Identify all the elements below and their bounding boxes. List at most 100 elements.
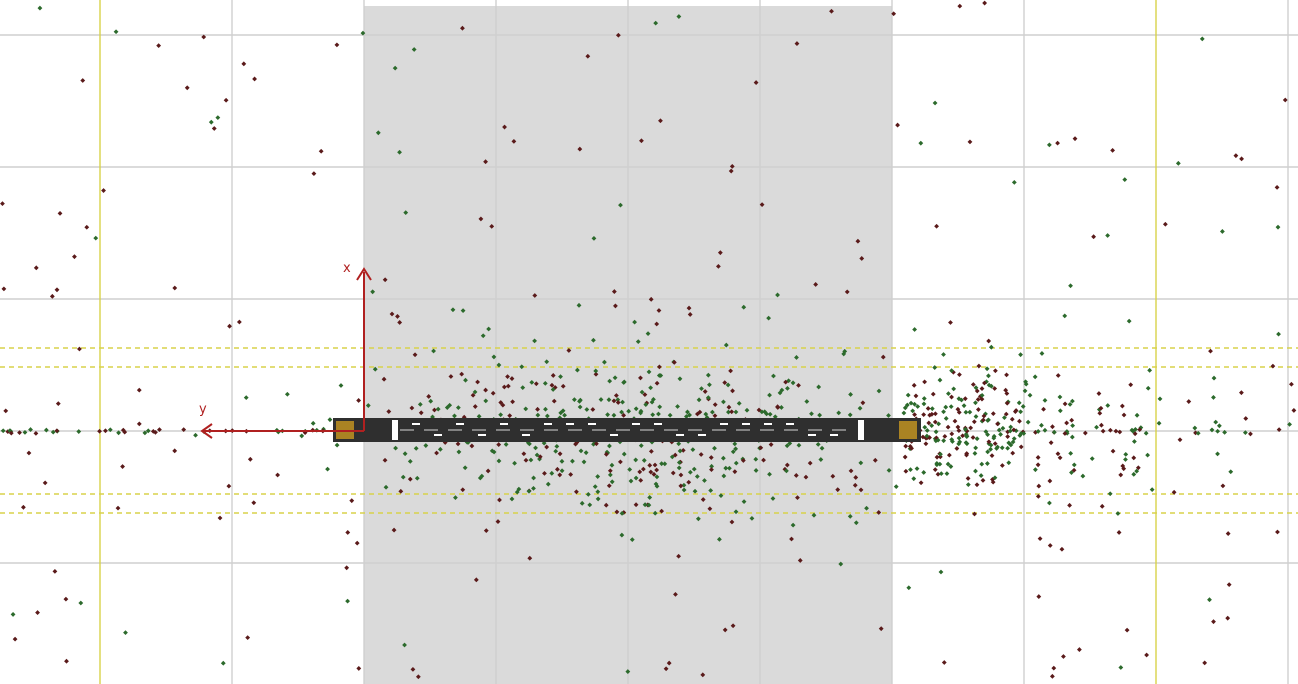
scatter-marker	[984, 379, 989, 385]
scatter-marker	[902, 405, 908, 411]
scatter-marker	[1211, 375, 1217, 381]
scatter-marker	[1134, 412, 1140, 418]
scatter-marker	[659, 508, 665, 514]
scatter-marker	[1211, 619, 1216, 625]
scatter-marker	[652, 510, 658, 516]
scatter-marker	[696, 397, 702, 403]
scatter-marker	[804, 399, 810, 404]
axes-gizmo[interactable]	[200, 267, 372, 439]
scatter-marker	[915, 404, 921, 409]
scatter-marker	[1233, 153, 1239, 159]
scatter-marker	[1016, 400, 1022, 406]
scatter-marker	[370, 289, 376, 295]
scatter-marker	[365, 403, 371, 408]
scatter-marker	[656, 411, 661, 417]
scatter-marker	[397, 149, 402, 155]
scatter-marker	[1118, 665, 1124, 670]
scatter-marker	[1018, 352, 1023, 358]
scatter-marker	[615, 400, 621, 405]
scatter-marker	[1068, 283, 1073, 289]
scatter-marker	[676, 441, 682, 447]
scatter-marker	[902, 454, 908, 460]
scatter-marker	[934, 454, 940, 460]
scatter-marker	[612, 375, 618, 381]
scatter-marker	[740, 458, 746, 463]
scatter-marker	[1004, 400, 1010, 406]
scatter-marker	[611, 398, 617, 404]
scatter-marker	[1192, 425, 1198, 431]
scatter-marker	[954, 446, 960, 451]
scatter-marker	[1023, 381, 1029, 387]
scatter-marker	[181, 427, 187, 433]
scatter-marker	[1047, 543, 1053, 548]
scatter-marker	[498, 412, 504, 418]
beam-object[interactable]	[333, 418, 921, 442]
scatter-marker	[797, 558, 803, 563]
scatter-marker	[523, 406, 529, 412]
scatter-marker	[413, 445, 419, 451]
scatter-marker	[473, 577, 479, 583]
scatter-marker	[1005, 445, 1011, 451]
scatter-marker	[1003, 411, 1009, 417]
scatter-marker	[558, 374, 563, 379]
scatter-marker	[687, 469, 693, 475]
scatter-marker	[509, 376, 515, 381]
beam-tick	[764, 423, 772, 425]
scatter-marker	[976, 363, 982, 369]
scatter-marker	[1276, 427, 1282, 433]
scatter-marker	[638, 410, 644, 416]
scatter-marker	[946, 391, 951, 397]
scatter-marker	[971, 419, 977, 425]
scatter-marker	[409, 405, 415, 411]
scatter-marker	[670, 470, 676, 476]
scatter-marker	[1228, 469, 1234, 475]
beam-tick	[786, 423, 794, 425]
scatter-marker	[637, 469, 643, 475]
scatter-marker	[136, 387, 142, 393]
scatter-marker	[33, 265, 39, 271]
scatter-marker	[1171, 489, 1177, 495]
scatter-marker	[544, 444, 550, 450]
scatter-marker	[489, 448, 495, 454]
scatter-marker	[1149, 487, 1155, 493]
scatter-marker	[450, 307, 456, 313]
scatter-marker	[727, 465, 732, 471]
scatter-marker	[638, 477, 644, 483]
scatter-marker	[557, 451, 563, 457]
scatter-marker	[1025, 419, 1031, 425]
scatter-marker	[1018, 431, 1024, 436]
scatter-marker	[732, 441, 738, 447]
scatter-marker	[545, 481, 551, 487]
scatter-marker	[553, 448, 559, 454]
scatter-marker	[43, 427, 49, 433]
scatter-marker	[753, 456, 759, 462]
scatter-marker	[103, 428, 108, 434]
scatter-marker	[946, 452, 952, 458]
scatter-marker	[437, 446, 443, 452]
scatter-marker	[587, 502, 593, 508]
scatter-marker	[772, 414, 778, 420]
scatter-marker	[462, 465, 468, 471]
scatter-marker	[912, 327, 918, 332]
scatter-marker	[676, 465, 682, 471]
scatter-marker	[1059, 546, 1065, 552]
scatter-marker	[1048, 440, 1054, 446]
scatter-marker	[829, 8, 834, 14]
scatter-marker	[956, 396, 962, 402]
scatter-marker	[1202, 660, 1208, 666]
scatter-marker	[498, 400, 504, 405]
scatter-marker	[486, 326, 492, 332]
scatter-marker	[936, 421, 942, 427]
scatter-marker	[677, 376, 683, 382]
scatter-marker	[730, 388, 735, 394]
scatter-marker	[712, 402, 718, 408]
scatter-marker	[935, 471, 941, 477]
scatter-marker	[979, 396, 985, 402]
scatter-marker	[736, 401, 742, 406]
scatter-marker	[620, 399, 625, 405]
scatter-marker	[1120, 463, 1126, 469]
scatter-marker	[77, 346, 82, 352]
scatter-marker	[1080, 473, 1086, 479]
